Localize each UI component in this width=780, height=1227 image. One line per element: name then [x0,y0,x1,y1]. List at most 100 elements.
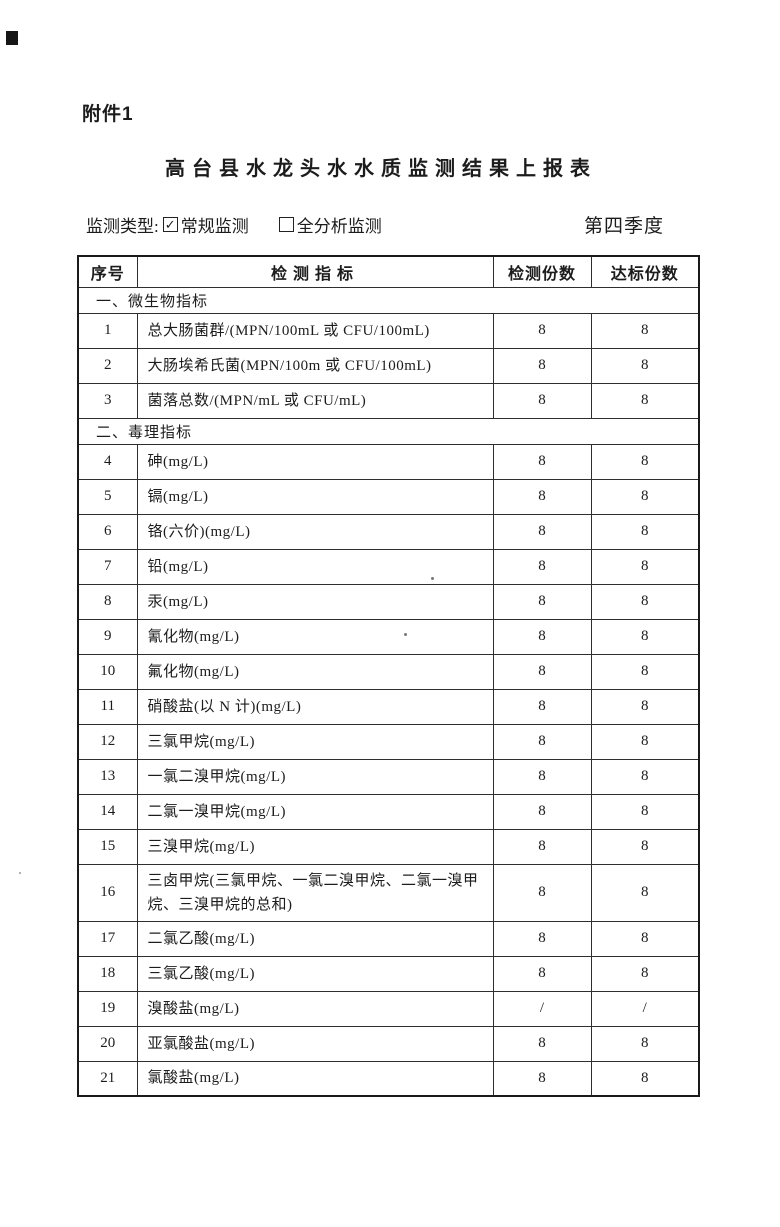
monitoring-type-label: 监测类型: [86,217,159,236]
table-row: 10 氟化物(mg/L) 8 8 [77,653,700,690]
passed-count-cell: 8 [590,382,700,419]
table-row: 3 菌落总数/(MPN/mL 或 CFU/mL) 8 8 [77,382,700,419]
table-row: 1 总大肠菌群/(MPN/100mL 或 CFU/100mL) 8 8 [77,312,700,349]
row-number-cell: 18 [77,955,138,992]
table-header-row: 序号 检测指标 检测份数 达标份数 [77,255,700,288]
option-regular-monitoring-label: 常规监测 [180,217,249,236]
option-full-analysis-monitoring: 全分析监测 [278,212,382,237]
tested-count-cell: 8 [492,920,592,957]
indicator-cell: 溴酸盐(mg/L) [136,990,494,1027]
tested-count-cell: 8 [492,1060,592,1097]
passed-count-cell: 8 [590,478,700,515]
indicator-cell: 大肠埃希氏菌(MPN/100m 或 CFU/100mL) [136,347,494,384]
table-row: 15 三溴甲烷(mg/L) 8 8 [77,828,700,865]
passed-count-cell: 8 [590,955,700,992]
passed-count-cell: 8 [590,1060,700,1097]
tested-count-cell: 8 [492,723,592,760]
indicator-cell: 汞(mg/L) [136,583,494,620]
indicator-cell: 三氯乙酸(mg/L) [136,955,494,992]
checked-checkbox-icon: ✓ [162,217,178,232]
tested-count-cell: 8 [492,828,592,865]
passed-count-cell: 8 [590,548,700,585]
table-row: 9 氰化物(mg/L) 8 8 [77,618,700,655]
passed-count-cell: 8 [590,312,700,349]
row-number-cell: 14 [77,793,138,830]
indicator-cell: 铅(mg/L) [136,548,494,585]
table-row: 19 溴酸盐(mg/L) / / [77,990,700,1027]
passed-count-cell: 8 [590,723,700,760]
passed-count-cell: 8 [590,583,700,620]
passed-count-cell: 8 [590,793,700,830]
table-row: 8 汞(mg/L) 8 8 [77,583,700,620]
row-number-cell: 4 [77,443,138,480]
table-row: 13 一氯二溴甲烷(mg/L) 8 8 [77,758,700,795]
table-row: 18 三氯乙酸(mg/L) 8 8 [77,955,700,992]
passed-count-cell: 8 [590,618,700,655]
table-row: 16 三卤甲烷(三氯甲烷、一氯二溴甲烷、二氯一溴甲烷、三溴甲烷的总和) 8 8 [77,863,700,922]
row-number-cell: 5 [77,478,138,515]
table-row: 11 硝酸盐(以 N 计)(mg/L) 8 8 [77,688,700,725]
column-header-no: 序号 [77,255,138,288]
tested-count-cell: / [492,990,592,1027]
indicator-cell: 二氯乙酸(mg/L) [136,920,494,957]
indicator-cell: 氟化物(mg/L) [136,653,494,690]
table-row: 21 氯酸盐(mg/L) 8 8 [77,1060,700,1097]
passed-count-cell: 8 [590,653,700,690]
passed-count-cell: 8 [590,863,700,922]
row-number-cell: 19 [77,990,138,1027]
section-title: 二、毒理指标 [77,417,700,445]
table-row: 20 亚氯酸盐(mg/L) 8 8 [77,1025,700,1062]
table-row: 6 铬(六价)(mg/L) 8 8 [77,513,700,550]
indicator-cell: 镉(mg/L) [136,478,494,515]
row-number-cell: 21 [77,1060,138,1097]
row-number-cell: 7 [77,548,138,585]
row-number-cell: 11 [77,688,138,725]
indicator-cell: 亚氯酸盐(mg/L) [136,1025,494,1062]
row-number-cell: 10 [77,653,138,690]
tested-count-cell: 8 [492,312,592,349]
tested-count-cell: 8 [492,478,592,515]
indicator-cell: 砷(mg/L) [136,443,494,480]
indicator-cell: 三溴甲烷(mg/L) [136,828,494,865]
row-number-cell: 13 [77,758,138,795]
indicator-cell: 总大肠菌群/(MPN/100mL 或 CFU/100mL) [136,312,494,349]
tested-count-cell: 8 [492,863,592,922]
tested-count-cell: 8 [492,347,592,384]
row-number-cell: 20 [77,1025,138,1062]
row-number-cell: 9 [77,618,138,655]
passed-count-cell: 8 [590,1025,700,1062]
scan-artifact-corner [6,31,18,45]
tested-count-cell: 8 [492,793,592,830]
tested-count-cell: 8 [492,758,592,795]
indicator-cell: 氯酸盐(mg/L) [136,1060,494,1097]
report-period: 第四季度 [583,216,664,237]
passed-count-cell: 8 [590,828,700,865]
row-number-cell: 15 [77,828,138,865]
column-header-indicator: 检测指标 [136,255,494,288]
indicator-cell: 三氯甲烷(mg/L) [136,723,494,760]
table-row: 17 二氯乙酸(mg/L) 8 8 [77,920,700,957]
scan-speck [431,577,434,580]
report-table-wrap: 序号 检测指标 检测份数 达标份数 一、微生物指标 1 总大肠菌群/(MPN/100… [77,255,700,1097]
scan-speck [404,633,407,636]
tested-count-cell: 8 [492,688,592,725]
section-title: 一、微生物指标 [77,286,700,314]
column-header-tested-count: 检测份数 [492,255,592,288]
table-row: 5 镉(mg/L) 8 8 [77,478,700,515]
row-number-cell: 1 [77,312,138,349]
passed-count-cell: 8 [590,688,700,725]
indicator-cell: 三卤甲烷(三氯甲烷、一氯二溴甲烷、二氯一溴甲烷、三溴甲烷的总和) [136,863,494,922]
indicator-cell: 二氯一溴甲烷(mg/L) [136,793,494,830]
indicator-cell: 硝酸盐(以 N 计)(mg/L) [136,688,494,725]
passed-count-cell: 8 [590,920,700,957]
report-table: 序号 检测指标 检测份数 达标份数 一、微生物指标 1 总大肠菌群/(MPN/100… [77,255,700,1097]
option-regular-monitoring: ✓ 常规监测 [162,212,249,237]
indicator-cell: 铬(六价)(mg/L) [136,513,494,550]
indicator-cell: 氰化物(mg/L) [136,618,494,655]
row-number-cell: 16 [77,863,138,922]
document-title: 高台县水龙头水水质监测结果上报表 [165,158,597,180]
tested-count-cell: 8 [492,955,592,992]
scan-speck [19,872,21,874]
table-row: 12 三氯甲烷(mg/L) 8 8 [77,723,700,760]
